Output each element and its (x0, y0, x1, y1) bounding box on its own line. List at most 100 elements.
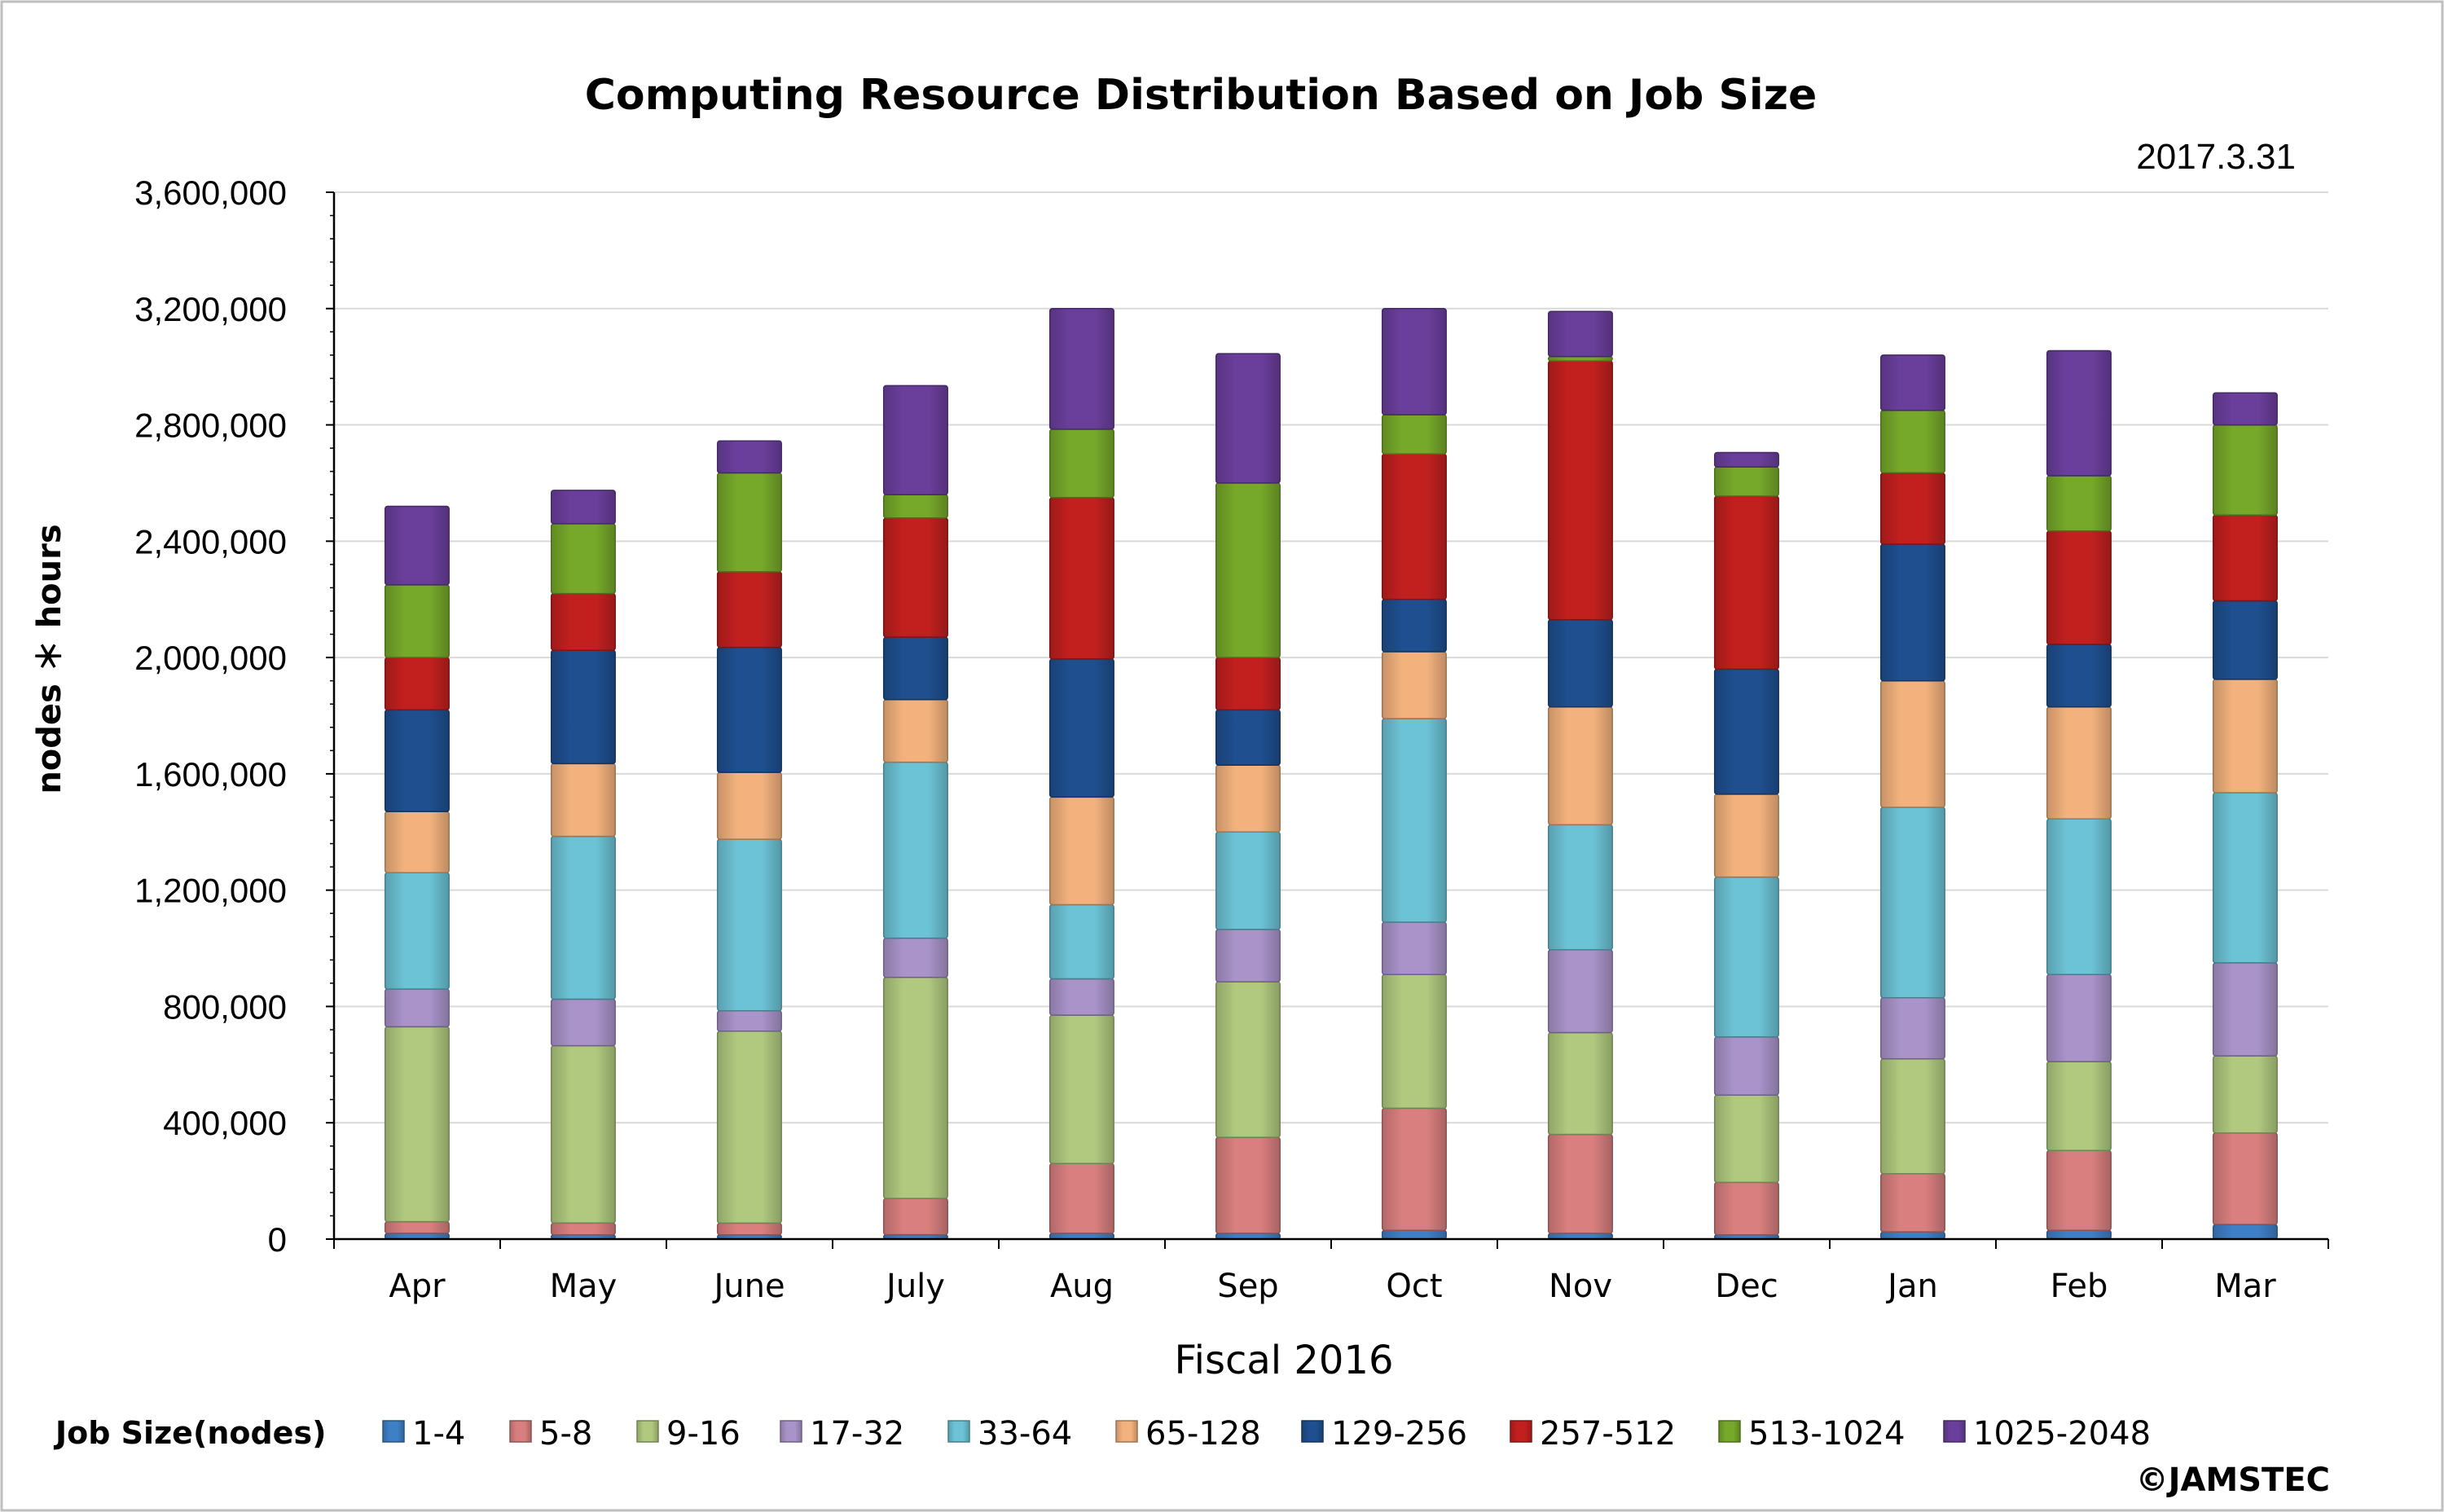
copyright-text: ©JAMSTEC (2136, 1461, 2330, 1499)
legend-swatch-5-8 (509, 1420, 532, 1443)
bar-segment-1025-2048-Jan (1879, 354, 1945, 411)
bar-segment-129-256-Oct (1381, 598, 1447, 653)
bar-segment-257-512-Jan (1879, 472, 1945, 545)
y-tick-label: 400,000 (163, 1104, 287, 1142)
bar-segment-513-1024-Sep (1215, 482, 1281, 658)
legend-label: 1025-2048 (1973, 1415, 2151, 1453)
y-tick-labels: 0 400,000 800,000 1,200,000 1,600,000 2,000,0… (134, 174, 287, 1259)
bar-segment-33-64-Oct (1381, 718, 1447, 923)
bar-segment-9-16-Oct (1381, 974, 1447, 1110)
bar-segment-1025-2048-July (882, 385, 948, 496)
legend-swatch-9-16 (636, 1420, 659, 1443)
bar-segment-257-512-July (882, 517, 948, 638)
legend-title: Job Size(nodes) (53, 1415, 326, 1451)
bar-segment-257-512-Feb (2046, 530, 2112, 645)
bar-segment-65-128-May (550, 763, 616, 837)
bar-segment-129-256-Sep (1215, 709, 1281, 766)
bar-segment-513-1024-May (550, 523, 616, 595)
y-tick-label: 2,000,000 (134, 639, 287, 677)
chart-title: Computing Resource Distribution Based on… (585, 71, 1818, 120)
bar-segment-9-16-Feb (2046, 1061, 2112, 1151)
bar-segment-129-256-July (882, 636, 948, 701)
bar-segment-9-16-Apr (384, 1026, 450, 1223)
x-tick-label: Oct (1386, 1268, 1442, 1305)
x-tick-label: Jan (1885, 1268, 1938, 1305)
bar-segment-1-4-Mar (2212, 1224, 2278, 1240)
legend-swatch-33-64 (947, 1420, 970, 1443)
bar-segment-17-32-July (882, 937, 948, 978)
bar-segment-5-8-Aug (1048, 1163, 1114, 1234)
bar-segment-1025-2048-Feb (2046, 349, 2112, 477)
bar-segment-257-512-May (550, 592, 616, 651)
legend-label: 513-1024 (1748, 1415, 1906, 1453)
bar-segment-9-16-Sep (1215, 981, 1281, 1138)
legend-swatch-1025-2048 (1943, 1420, 1966, 1443)
bar-segment-1025-2048-Nov (1547, 310, 1613, 358)
bar-segment-1-4-Oct (1381, 1229, 1447, 1240)
bar-segment-513-1024-Nov (1547, 355, 1613, 362)
bar-segment-1025-2048-Aug (1048, 308, 1114, 430)
bar-segment-129-256-Feb (2046, 644, 2112, 708)
bar-segment-65-128-Oct (1381, 651, 1447, 719)
bar-segment-65-128-Apr (384, 811, 450, 874)
bar-segment-17-32-Apr (384, 988, 450, 1028)
bar-segment-1025-2048-Oct (1381, 308, 1447, 415)
bar-segment-513-1024-June (716, 472, 782, 573)
bar-segment-33-64-Nov (1547, 824, 1613, 951)
legend-swatch-129-256 (1301, 1420, 1324, 1443)
legend-swatch-513-1024 (1718, 1420, 1741, 1443)
bar-segment-257-512-Nov (1547, 360, 1613, 621)
bar-segment-513-1024-Jan (1879, 409, 1945, 474)
y-tick-label: 1,600,000 (134, 755, 287, 793)
legend: Job Size(nodes) 1-4 5-8 9-16 17-32 33-64 65-1… (53, 1415, 2151, 1453)
bar-segment-1-4-Feb (2046, 1229, 2112, 1240)
bar-segment-33-64-Feb (2046, 818, 2112, 975)
bar-segment-33-64-Sep (1215, 831, 1281, 930)
y-tick-label: 2,400,000 (134, 522, 287, 560)
x-tick-label: July (884, 1268, 945, 1305)
bar-segment-513-1024-Dec (1713, 466, 1779, 497)
bar-segment-513-1024-Aug (1048, 429, 1114, 499)
bar-segment-33-64-Aug (1048, 903, 1114, 980)
bar-segment-65-128-June (716, 771, 782, 840)
x-tick-label: Apr (389, 1268, 446, 1305)
bars (384, 308, 2278, 1240)
bar-segment-17-32-Oct (1381, 921, 1447, 975)
bar-segment-257-512-Apr (384, 657, 450, 711)
x-tick-label: Mar (2214, 1268, 2276, 1305)
bar-segment-1025-2048-Dec (1713, 451, 1779, 468)
bar-segment-5-8-Nov (1547, 1133, 1613, 1234)
bar-segment-1025-2048-May (550, 490, 616, 525)
bar-segment-513-1024-July (882, 494, 948, 519)
legend-swatch-257-512 (1510, 1420, 1532, 1443)
bar-segment-17-32-Mar (2212, 962, 2278, 1057)
y-tick-label: 2,800,000 (134, 407, 287, 445)
legend-swatch-65-128 (1115, 1420, 1138, 1443)
bar-segment-33-64-Mar (2212, 792, 2278, 964)
bar-segment-129-256-Aug (1048, 658, 1114, 798)
bar-segment-5-8-Jan (1879, 1172, 1945, 1233)
bar-segment-9-16-Aug (1048, 1014, 1114, 1164)
legend-label: 9-16 (666, 1415, 741, 1453)
bar-segment-5-8-Oct (1381, 1107, 1447, 1232)
bar-segment-513-1024-Apr (384, 584, 450, 658)
x-axis-label: Fiscal 2016 (1174, 1338, 1393, 1383)
legend-label: 65-128 (1145, 1415, 1261, 1453)
x-tick-label: May (550, 1268, 618, 1305)
bar-segment-257-512-Sep (1215, 657, 1281, 711)
bar-segment-1025-2048-Apr (384, 505, 450, 586)
y-tick-label: 1,200,000 (134, 872, 287, 910)
bar-segment-1-4-Jan (1879, 1231, 1945, 1240)
bar-segment-5-8-Dec (1713, 1181, 1779, 1236)
x-tick-labels: Apr May June July Aug Sep Oct Nov Dec Jan Feb Mar (389, 1268, 2276, 1305)
bar-segment-129-256-Apr (384, 709, 450, 813)
x-tick-label: Nov (1549, 1268, 1612, 1305)
bar-segment-65-128-Mar (2212, 679, 2278, 793)
bar-segment-33-64-June (716, 838, 782, 1012)
y-axis-label: nodes ＊ hours (31, 524, 68, 793)
bar-segment-65-128-Feb (2046, 706, 2112, 820)
bar-segment-9-16-Dec (1713, 1094, 1779, 1184)
bar-segment-129-256-Mar (2212, 600, 2278, 680)
bar-segment-33-64-Jan (1879, 807, 1945, 999)
